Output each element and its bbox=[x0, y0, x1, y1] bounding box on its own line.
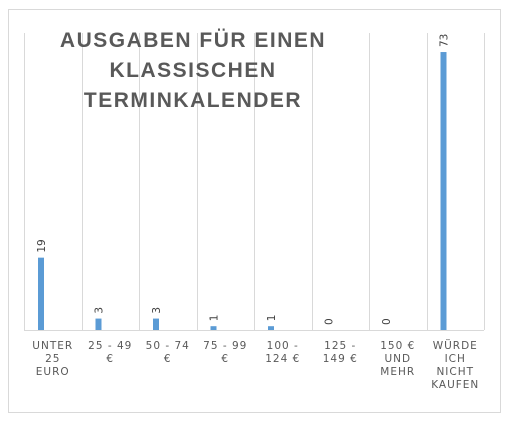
bar bbox=[38, 257, 44, 330]
x-tick-label: 150 € UND MEHR bbox=[380, 340, 415, 378]
x-tick-label: 50 - 74 € bbox=[146, 340, 190, 365]
bar bbox=[268, 326, 274, 330]
data-label: 0 bbox=[324, 318, 336, 325]
x-tick-label: 75 - 99 € bbox=[203, 340, 247, 365]
bar bbox=[440, 52, 447, 331]
data-label: 73 bbox=[439, 34, 451, 47]
data-label: 0 bbox=[381, 318, 393, 325]
x-tick-label: WÜRDE ICH NICHT KAUFEN bbox=[431, 339, 479, 391]
bar bbox=[153, 318, 159, 330]
data-label: 19 bbox=[36, 239, 48, 252]
data-label: 3 bbox=[94, 307, 106, 314]
x-tick-label: 25 - 49 € bbox=[88, 340, 132, 365]
x-tick-label: 125 -149 € bbox=[323, 340, 358, 365]
data-label: 1 bbox=[209, 315, 221, 322]
chart-title: AUSGABEN FÜR EINEN KLASSISCHEN TERMINKAL… bbox=[59, 29, 327, 112]
bar bbox=[210, 326, 217, 330]
x-tick-label: 100 -124 € bbox=[265, 340, 300, 365]
data-label: 1 bbox=[266, 315, 278, 322]
bar bbox=[95, 318, 102, 330]
x-tick-label: UNTER 25 EURO bbox=[32, 340, 73, 378]
data-label: 3 bbox=[151, 307, 163, 314]
